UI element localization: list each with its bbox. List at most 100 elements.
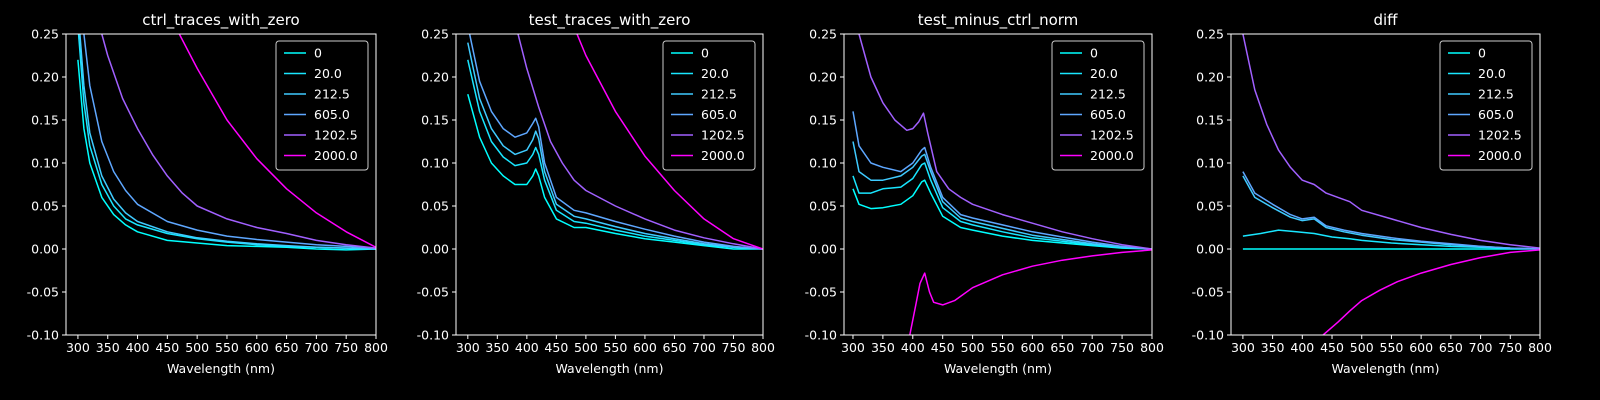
legend-label: 212.5	[1478, 87, 1514, 102]
x-axis-label: Wavelength (nm)	[944, 361, 1052, 376]
y-tick-label: 0.25	[809, 27, 837, 42]
series-line-1202.5	[517, 34, 763, 250]
x-tick-label: 800	[1140, 340, 1164, 355]
x-tick-label: 350	[1261, 340, 1285, 355]
y-tick-label: 0.00	[31, 242, 59, 257]
legend-label: 1202.5	[314, 128, 358, 143]
series-group	[77, 34, 376, 251]
legend-label: 1202.5	[1090, 128, 1134, 143]
x-axis-label: Wavelength (nm)	[556, 361, 664, 376]
x-tick-label: 400	[126, 340, 150, 355]
x-tick-label: 750	[1110, 340, 1134, 355]
x-tick-label: 450	[1320, 340, 1344, 355]
x-tick-label: 500	[574, 340, 598, 355]
legend-label: 212.5	[701, 87, 737, 102]
x-tick-label: 750	[334, 340, 358, 355]
series-line-1202.5	[858, 34, 1152, 250]
x-tick-label: 350	[871, 340, 895, 355]
legend-label: 0	[314, 46, 322, 61]
y-tick-label: 0.05	[809, 199, 837, 214]
x-tick-label: 450	[931, 340, 955, 355]
series-line-605.0	[83, 34, 376, 249]
legend-label: 605.0	[314, 107, 350, 122]
chart-panel-3: test_minus_ctrl_norm 300 350 400 450 500 550 60…	[805, 11, 1164, 376]
x-tick-label: 550	[603, 340, 627, 355]
series-line-0	[77, 59, 376, 251]
x-tick-label: 300	[1231, 340, 1255, 355]
x-tick-label: 550	[215, 340, 239, 355]
legend-label: 1202.5	[1478, 128, 1522, 143]
legend-label: 1202.5	[701, 128, 745, 143]
x-tick-label: 650	[275, 340, 299, 355]
plot-frame	[1230, 33, 1541, 336]
series-line-1202.5	[1242, 34, 1540, 249]
x-tick-label: 800	[364, 340, 388, 355]
x-tick-label: 450	[544, 340, 568, 355]
series-line-605.0	[852, 111, 1152, 250]
chart-title: test_traces_with_zero	[529, 11, 691, 30]
y-tick-label: 0.15	[421, 113, 449, 128]
legend-label: 20.0	[314, 66, 342, 81]
legend: 0 20.0 212.5 605.0 1202.5 2000.0	[662, 40, 756, 171]
x-tick-label: 350	[485, 340, 509, 355]
y-tick-label: 0.20	[31, 70, 59, 85]
x-tick-label: 700	[692, 340, 716, 355]
y-tick-label: 0.05	[31, 199, 59, 214]
series-line-20.0	[852, 162, 1152, 250]
y-tick-label: 0.10	[421, 156, 449, 171]
legend-label: 20.0	[1478, 66, 1506, 81]
legend-label: 0	[1090, 46, 1098, 61]
y-tick-label: 0.20	[421, 70, 449, 85]
x-tick-label: 400	[901, 340, 925, 355]
series-line-2000.0	[576, 34, 763, 250]
legend: 0 20.0 212.5 605.0 1202.5 2000.0	[275, 40, 369, 171]
legend-label: 605.0	[701, 107, 737, 122]
x-tick-label: 800	[751, 340, 775, 355]
series-line-605.0	[468, 34, 763, 250]
legend-label: 2000.0	[314, 148, 358, 163]
x-tick-label: 350	[96, 340, 120, 355]
x-tick-label: 600	[1409, 340, 1433, 355]
legend-label: 605.0	[1478, 107, 1514, 122]
x-tick-label: 450	[155, 340, 179, 355]
chart-panel-4: diff 300 350 400 450 500 550 600 650 700 750 800 -0.…	[1192, 11, 1552, 376]
y-tick-label: 0.15	[809, 113, 837, 128]
y-tick-label: 0.00	[1196, 242, 1224, 257]
y-tick-label: 0.25	[1196, 27, 1224, 42]
series-line-0	[852, 179, 1152, 250]
y-tick-label: 0.20	[809, 70, 837, 85]
series-line-20.0	[467, 59, 763, 250]
x-tick-label: 650	[663, 340, 687, 355]
y-tick-label: 0.25	[421, 27, 449, 42]
series-line-2000.0	[909, 249, 1152, 335]
chart-panel-1: ctrl_traces_with_zero 300 350 400 450 500 550 6…	[27, 11, 388, 376]
x-tick-label: 300	[66, 340, 90, 355]
plot-frame	[843, 33, 1153, 336]
x-tick-label: 600	[633, 340, 657, 355]
y-tick-label: -0.05	[27, 285, 59, 300]
legend: 0 20.0 212.5 605.0 1202.5 2000.0	[1439, 40, 1533, 171]
series-group	[1242, 34, 1540, 335]
series-line-2000.0	[1322, 249, 1540, 335]
legend: 0 20.0 212.5 605.0 1202.5 2000.0	[1051, 40, 1145, 171]
y-tick-label: 0.05	[1196, 199, 1224, 214]
series-line-20.0	[1242, 229, 1540, 250]
x-tick-label: 550	[1380, 340, 1404, 355]
y-tick-label: -0.10	[27, 328, 59, 343]
x-axis-label: Wavelength (nm)	[167, 361, 275, 376]
series-group	[852, 34, 1152, 335]
plot-frame	[65, 33, 377, 336]
chart-title: diff	[1373, 11, 1398, 29]
legend-label: 0	[1478, 46, 1486, 61]
plot-frame	[455, 33, 764, 336]
x-tick-label: 500	[185, 340, 209, 355]
x-tick-label: 650	[1050, 340, 1074, 355]
x-tick-label: 750	[1498, 340, 1522, 355]
y-tick-label: -0.05	[1192, 285, 1224, 300]
x-tick-label: 650	[1439, 340, 1463, 355]
series-line-212.5	[852, 141, 1152, 250]
x-tick-label: 600	[245, 340, 269, 355]
legend-label: 212.5	[1090, 87, 1126, 102]
y-tick-label: 0.05	[421, 199, 449, 214]
